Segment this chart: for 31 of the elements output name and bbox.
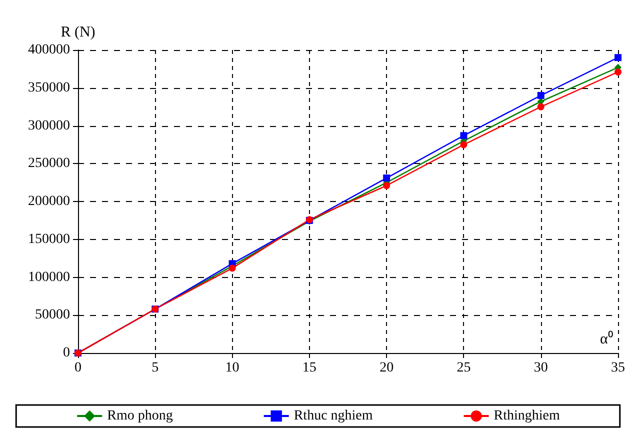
- y-tick-label: 250000: [28, 156, 70, 172]
- point: [228, 264, 236, 272]
- y-axis-title: R (N): [60, 24, 96, 40]
- x-tick-label: 15: [302, 360, 316, 376]
- y-tick-label: 50000: [35, 308, 70, 323]
- y-tick-label: 150000: [28, 232, 70, 247]
- point: [614, 68, 622, 76]
- x-tick-label: 35: [611, 360, 625, 376]
- y-tick-label: 200000: [28, 194, 70, 209]
- y-tick-label: 350000: [28, 80, 70, 96]
- point: [460, 141, 468, 148]
- legend-label: Rthinghiem: [494, 408, 560, 424]
- y-tick-label: 400000: [28, 42, 70, 58]
- y-tick-label: 100000: [28, 270, 70, 285]
- point: [614, 54, 622, 62]
- point: [537, 103, 544, 110]
- x-axis-title: α⁰: [600, 330, 613, 348]
- x-tick-label: 30: [534, 360, 548, 376]
- x-tick-label: 20: [380, 360, 394, 376]
- point: [537, 92, 544, 99]
- y-tick-label: 0: [63, 346, 70, 360]
- legend-label: Rmo phong: [107, 408, 173, 424]
- point: [383, 182, 390, 190]
- x-tick-label: 10: [225, 360, 240, 376]
- point: [383, 174, 390, 182]
- legend-label: Rthuc nghiem: [294, 408, 373, 424]
- x-tick-label: 5: [152, 360, 159, 376]
- x-tick-label: 25: [456, 360, 471, 376]
- x-tick-label: 0: [74, 360, 82, 376]
- point: [460, 132, 468, 140]
- y-tick-label: 300000: [28, 118, 70, 134]
